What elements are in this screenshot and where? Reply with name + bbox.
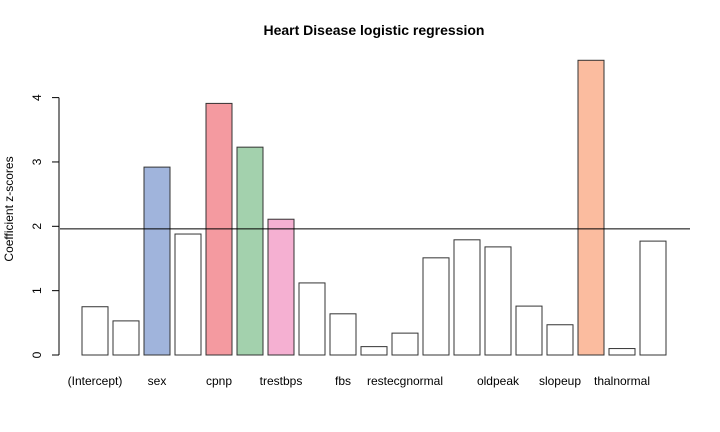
bar — [484, 246, 512, 356]
x-tick-label: thalnormal — [594, 374, 650, 388]
x-tick-label: oldpeak — [477, 374, 520, 388]
bar — [174, 233, 202, 356]
bar — [391, 332, 419, 356]
bar — [546, 324, 574, 356]
bar — [267, 218, 295, 356]
x-tick-label: fbs — [335, 374, 351, 388]
y-axis: 0 1 2 3 4 — [30, 94, 60, 358]
y-axis-label: Coefficient z-scores — [2, 156, 16, 261]
bar — [422, 257, 450, 356]
y-tick-label: 0 — [30, 351, 44, 358]
x-tick-label: (Intercept) — [68, 374, 123, 388]
bar — [639, 240, 667, 356]
y-tick-label: 4 — [30, 94, 44, 101]
x-tick-label: sex — [148, 374, 167, 388]
bar — [515, 305, 543, 356]
bar — [298, 282, 326, 356]
x-tick-label: restecgnormal — [367, 374, 443, 388]
bar — [236, 146, 264, 356]
x-tick-label: trestbps — [260, 374, 303, 388]
bar — [329, 313, 357, 356]
x-axis-labels: (Intercept) sex cpnp trestbps fbs restecgnorm… — [68, 374, 650, 388]
y-tick-label: 1 — [30, 287, 44, 294]
bar — [112, 320, 140, 356]
bars — [81, 59, 667, 356]
y-tick-label: 2 — [30, 223, 44, 230]
y-tick-label: 3 — [30, 158, 44, 165]
chart-title: Heart Disease logistic regression — [264, 22, 485, 38]
bar — [360, 346, 388, 356]
bar — [453, 239, 481, 356]
bar — [143, 166, 171, 356]
x-tick-label: slopeup — [539, 374, 581, 388]
x-tick-label: cpnp — [206, 374, 232, 388]
bar — [81, 306, 109, 356]
bar — [608, 348, 636, 356]
bar — [577, 59, 605, 356]
